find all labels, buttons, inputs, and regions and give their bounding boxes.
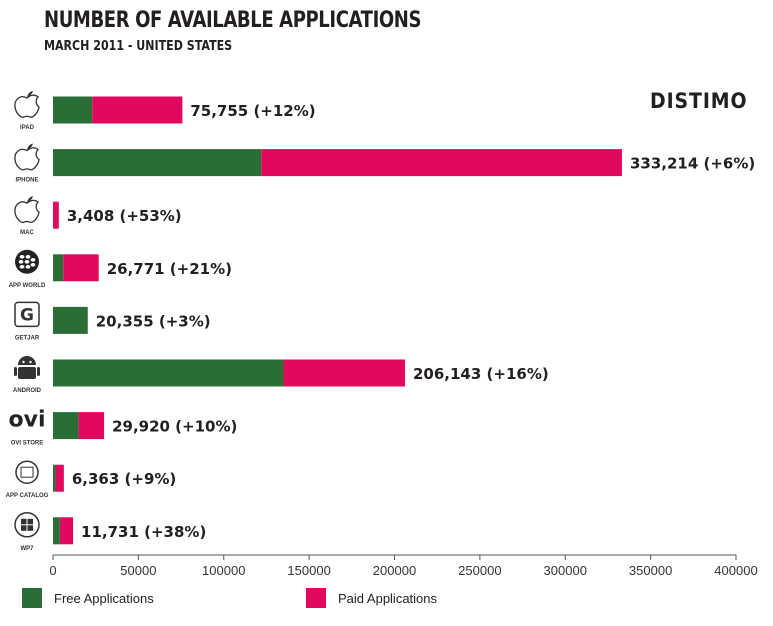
android-arm <box>37 367 40 376</box>
apple-body <box>14 147 40 171</box>
bar-free-getjar <box>53 306 88 334</box>
distimo-logo: DISTIMO <box>650 89 748 113</box>
apple-leaf <box>27 91 33 97</box>
palm-icon <box>15 460 39 484</box>
bar-free-iphone <box>53 149 262 177</box>
windows-icon <box>14 512 40 538</box>
category-label: APP WORLD <box>9 283 46 289</box>
category-label: GETJAR <box>15 335 40 341</box>
category-label: OVI STORE <box>11 441 44 447</box>
x-tick-label: 0 <box>49 563 56 578</box>
bar-paid-app-world <box>63 254 99 282</box>
apple-body <box>14 94 40 118</box>
bar-free-ovi-store <box>53 412 79 440</box>
bar-value-label: 26,771 (+21%) <box>107 260 232 278</box>
bar-value-label: 11,731 (+38%) <box>81 523 206 541</box>
android-icon <box>14 356 40 379</box>
bb-dot <box>25 254 31 259</box>
legend-item-free: Free Applications <box>22 588 154 608</box>
bar-paid-ovi-store <box>78 412 105 440</box>
bar-paid-iphone <box>261 149 622 177</box>
android-head <box>18 356 36 365</box>
android-eye <box>29 360 32 364</box>
category-label: ANDROID <box>13 388 42 394</box>
bar-free-android <box>53 359 284 387</box>
bar-free-ipad <box>53 96 93 124</box>
bar-paid-mac <box>53 201 59 229</box>
category-label: WP7 <box>20 546 34 552</box>
bb-dot <box>18 260 24 264</box>
chart-title: NUMBER OF AVAILABLE APPLICATIONS <box>44 8 422 33</box>
wp-pane <box>27 525 33 531</box>
bb-dot <box>30 263 36 267</box>
bar-value-label: 333,214 (+6%) <box>630 155 755 173</box>
bar-paid-ipad <box>92 96 183 124</box>
legend-swatch-paid <box>306 588 326 608</box>
bar-paid-app-catalog <box>55 464 64 492</box>
x-tick-label: 150000 <box>287 563 330 578</box>
x-tick-label: 50000 <box>120 563 156 578</box>
bar-paid-android <box>283 359 405 387</box>
blackberry-icon <box>15 249 39 274</box>
apple-leaf <box>27 143 33 150</box>
x-tick-label: 100000 <box>202 563 245 578</box>
bar-paid-wp7 <box>59 517 74 545</box>
android-eye <box>22 360 25 364</box>
bar-value-label: 206,143 (+16%) <box>413 365 549 383</box>
wp-pane <box>21 525 27 531</box>
legend-label-free: Free Applications <box>54 590 154 606</box>
apple-icon <box>14 143 40 171</box>
bar-value-label: 29,920 (+10%) <box>112 418 237 436</box>
chart-subtitle: MARCH 2011 - UNITED STATES <box>44 39 233 54</box>
legend-swatch-free <box>22 588 42 608</box>
wp-pane <box>21 518 27 525</box>
getjar-box <box>14 301 40 328</box>
bar-value-label: 75,755 (+12%) <box>190 102 315 120</box>
bar-value-label: 6,363 (+9%) <box>72 470 176 488</box>
category-label: MAC <box>20 230 34 236</box>
bb-dot <box>25 265 31 269</box>
bar-value-label: 20,355 (+3%) <box>96 312 211 330</box>
wp-ring <box>14 512 40 538</box>
apple-body <box>14 199 40 223</box>
bar-free-app-catalog <box>53 464 56 492</box>
bar-free-wp7 <box>53 517 60 545</box>
bb-dot <box>30 258 36 262</box>
x-tick-label: 400000 <box>714 563 757 578</box>
bb-dot <box>24 260 30 264</box>
android-body <box>18 367 36 379</box>
palm-bag <box>20 466 34 478</box>
ovi-glyph: ovi <box>9 408 46 433</box>
legend-item-paid: Paid Applications <box>306 588 437 608</box>
category-label: IPAD <box>20 125 35 131</box>
category-label: IPHONE <box>15 178 38 184</box>
bb-dot <box>19 254 25 259</box>
ovi-icon: ovi <box>9 408 46 433</box>
x-tick-label: 300000 <box>544 563 587 578</box>
category-label: APP CATALOG <box>6 493 49 499</box>
apple-icon <box>14 91 40 118</box>
wp-pane <box>27 518 33 525</box>
apple-icon <box>14 196 40 223</box>
getjar-glyph: G <box>20 305 34 325</box>
getjar-icon: G <box>14 301 40 328</box>
android-arm <box>14 367 17 376</box>
bb-dot <box>19 265 25 269</box>
x-tick-label: 350000 <box>629 563 672 578</box>
x-tick-label: 200000 <box>373 563 416 578</box>
x-tick-label: 250000 <box>458 563 501 578</box>
legend-label-paid: Paid Applications <box>338 590 438 606</box>
apple-leaf <box>27 196 33 203</box>
bar-free-app-world <box>53 254 64 282</box>
bar-value-label: 3,408 (+53%) <box>67 207 182 225</box>
